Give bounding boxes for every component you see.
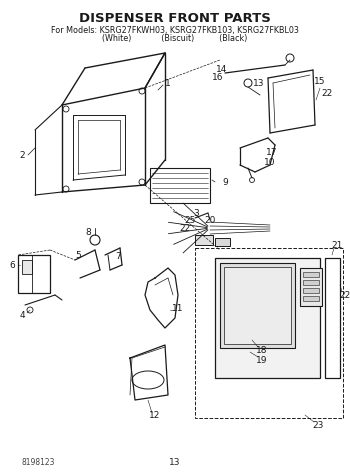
Text: 14: 14	[216, 65, 228, 75]
Text: 16: 16	[212, 73, 224, 82]
Text: 13: 13	[253, 79, 265, 88]
Text: 4: 4	[19, 310, 25, 319]
Bar	[220, 263, 295, 348]
Text: 18: 18	[256, 345, 268, 354]
Text: 12: 12	[149, 411, 161, 420]
Bar	[300, 268, 322, 306]
Text: 13: 13	[169, 457, 181, 466]
Text: 15: 15	[314, 78, 326, 87]
Text: 10: 10	[264, 158, 276, 166]
Text: 2: 2	[19, 150, 25, 159]
Text: 22: 22	[179, 224, 191, 233]
Text: 1: 1	[165, 79, 171, 88]
Bar	[150, 168, 210, 203]
Text: 23: 23	[312, 420, 324, 429]
Text: 22: 22	[340, 290, 350, 299]
Text: 19: 19	[256, 356, 268, 365]
Text: 21: 21	[331, 240, 343, 249]
Text: 8: 8	[85, 228, 91, 236]
Bar	[303, 272, 319, 277]
Text: 22: 22	[321, 88, 332, 97]
Bar	[195, 248, 343, 418]
Text: 25: 25	[184, 216, 196, 225]
Bar	[303, 296, 319, 301]
Text: For Models: KSRG27FKWH03, KSRG27FKB103, KSRG27FKBL03: For Models: KSRG27FKWH03, KSRG27FKB103, …	[51, 26, 299, 35]
Text: 7: 7	[115, 252, 121, 261]
Text: 3: 3	[193, 209, 199, 218]
Bar	[22, 260, 32, 274]
Text: 8198123: 8198123	[22, 457, 56, 466]
Text: DISPENSER FRONT PARTS: DISPENSER FRONT PARTS	[79, 11, 271, 25]
Bar	[18, 255, 50, 293]
Bar	[303, 280, 319, 285]
Text: 17: 17	[266, 148, 278, 157]
Bar	[215, 258, 320, 378]
Bar	[215, 238, 230, 246]
Bar	[195, 235, 213, 245]
Text: 5: 5	[75, 251, 81, 260]
Bar	[303, 288, 319, 293]
Bar	[325, 258, 340, 378]
Text: (White)            (Biscuit)          (Black): (White) (Biscuit) (Black)	[102, 34, 248, 43]
Text: 9: 9	[222, 177, 228, 186]
Text: 11: 11	[172, 304, 184, 313]
Text: 20: 20	[204, 216, 216, 225]
Text: 6: 6	[9, 261, 15, 270]
Bar	[224, 267, 291, 344]
